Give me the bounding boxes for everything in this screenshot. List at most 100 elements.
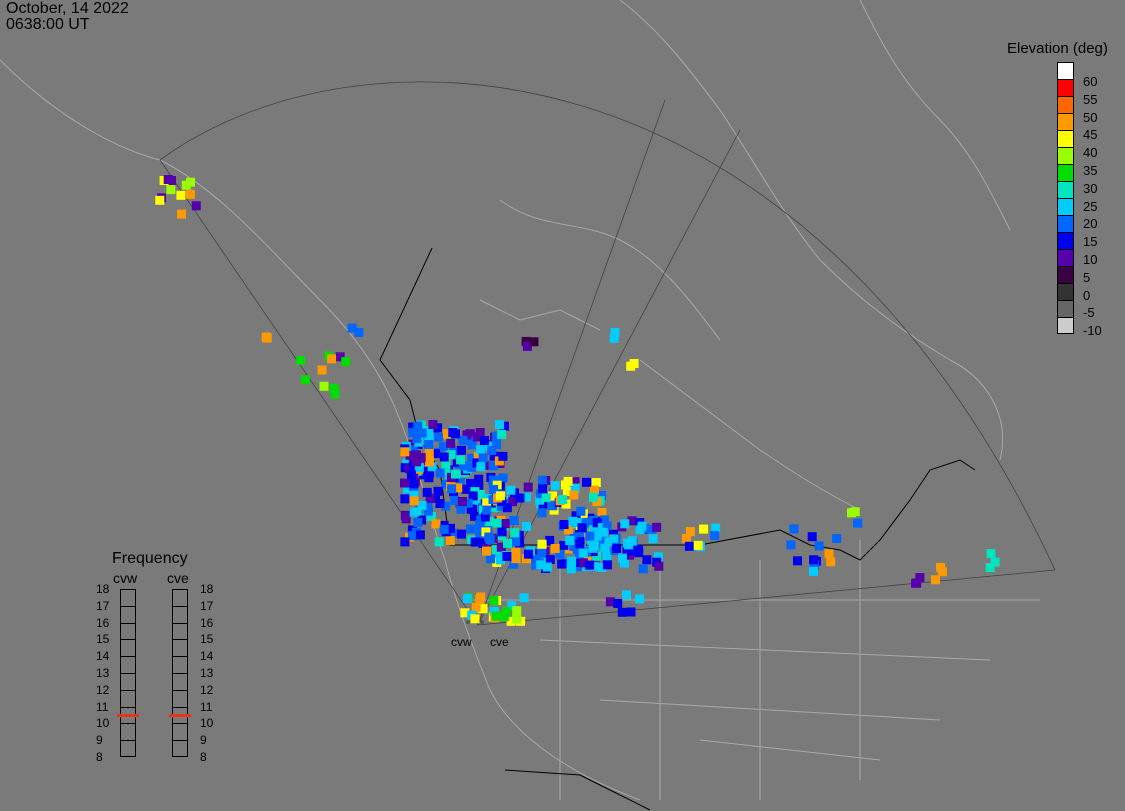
frequency-tick-label: 16 [96, 615, 110, 630]
echo-cell [635, 594, 644, 604]
echo-cell [488, 461, 498, 471]
echo-cell [466, 504, 476, 514]
echo-cell [441, 501, 451, 511]
echo-cell [471, 602, 481, 612]
echo-cell [578, 558, 588, 568]
frequency-cell [172, 589, 188, 606]
echo-cell [491, 611, 501, 621]
echo-cell [809, 555, 819, 565]
echo-cell [563, 487, 572, 496]
legend-swatch [1057, 113, 1074, 130]
echo-cell [414, 463, 424, 473]
echo-cell [638, 564, 648, 574]
echo-cell [166, 185, 176, 195]
echo-cell [807, 532, 817, 542]
echo-cell [458, 435, 468, 445]
frequency-tick-label: 14 [200, 649, 214, 664]
echo-cell [522, 492, 531, 502]
echo-cell [529, 337, 539, 347]
echo-cell [521, 336, 531, 346]
echo-cell [555, 549, 565, 559]
echo-cell [507, 601, 517, 611]
echo-cell [572, 545, 582, 554]
frequency-cell [120, 605, 136, 623]
echo-cell [597, 562, 607, 572]
legend-swatch [1057, 181, 1074, 198]
frequency-tick-label: 12 [200, 682, 214, 697]
echo-cell [567, 556, 577, 566]
echo-cell [495, 420, 504, 430]
echo-cell [559, 520, 569, 529]
echo-cell [329, 383, 339, 393]
frequency-tick-label: 14 [96, 649, 110, 664]
echo-cell [590, 561, 599, 571]
echo-cell [502, 606, 511, 616]
echo-cell [495, 491, 505, 501]
echo-cell [347, 323, 357, 333]
echo-cell [425, 493, 435, 503]
echo-cell [446, 523, 455, 533]
frequency-cell [172, 605, 188, 623]
echo-cell [483, 441, 492, 451]
echo-cell [522, 521, 531, 531]
frequency-tick-label: 17 [200, 598, 214, 613]
legend-swatch [1057, 79, 1074, 96]
echo-cell [412, 434, 422, 444]
echo-cell [503, 538, 512, 548]
echo-cell [480, 436, 489, 446]
echo-cell [809, 560, 819, 570]
echo-cell [491, 431, 501, 441]
echo-cell [986, 549, 996, 558]
echo-cell [478, 539, 488, 548]
legend-level-label: 15 [1083, 234, 1098, 250]
legend-level-label: 60 [1083, 74, 1098, 89]
echo-cell [599, 515, 609, 525]
echo-cell [470, 614, 480, 624]
echo-cell [622, 538, 632, 548]
legend-swatch [1057, 130, 1074, 147]
echo-cell [296, 356, 306, 365]
echo-cell [515, 493, 525, 503]
echo-cell [476, 445, 485, 455]
echo-cell [588, 492, 598, 502]
echo-cell [300, 375, 310, 385]
echo-cell [581, 517, 591, 527]
radar-sites [466, 620, 484, 624]
echo-cell [569, 490, 579, 500]
site-label-cvw: cvw [451, 635, 472, 649]
echo-cell [424, 440, 434, 449]
echo-cell [470, 511, 480, 521]
frequency-tick-label: 10 [200, 716, 214, 731]
frequency-cell [172, 656, 188, 673]
frequency-title: Frequency [112, 550, 188, 567]
frequency-cell [172, 723, 188, 741]
echo-cell [537, 539, 547, 549]
echo-cell [488, 495, 498, 504]
echo-cell [537, 548, 547, 558]
echo-cell [423, 500, 433, 510]
echo-cell [431, 493, 440, 503]
echo-cell [652, 522, 662, 532]
echo-cell [793, 556, 802, 566]
echo-cell [648, 534, 658, 544]
site-label-cve: cve [490, 635, 509, 649]
echo-cell [441, 466, 451, 475]
echo-cells [155, 175, 1000, 626]
frequency-tick-label: 10 [96, 716, 110, 731]
frequency-cell [120, 639, 136, 657]
echo-cell [422, 466, 432, 476]
echo-cell [990, 557, 1000, 567]
echo-cell [489, 451, 499, 461]
frequency-tick-label: 15 [96, 632, 110, 647]
time-label: 0638:00 UT [6, 16, 90, 33]
echo-cell [559, 540, 569, 550]
echo-cell [506, 616, 516, 626]
echo-cell [438, 442, 448, 452]
echo-cell [435, 468, 445, 478]
echo-cell [408, 428, 418, 438]
echo-cell [478, 453, 488, 463]
echo-cell [176, 190, 186, 200]
legend-level-label: -5 [1083, 305, 1095, 321]
echo-cell [496, 555, 505, 565]
legend-swatch [1057, 62, 1074, 79]
